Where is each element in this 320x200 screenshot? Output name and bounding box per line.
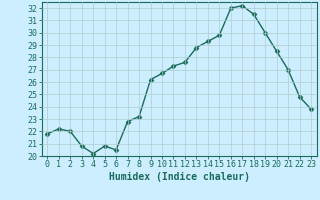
X-axis label: Humidex (Indice chaleur): Humidex (Indice chaleur) <box>109 172 250 182</box>
